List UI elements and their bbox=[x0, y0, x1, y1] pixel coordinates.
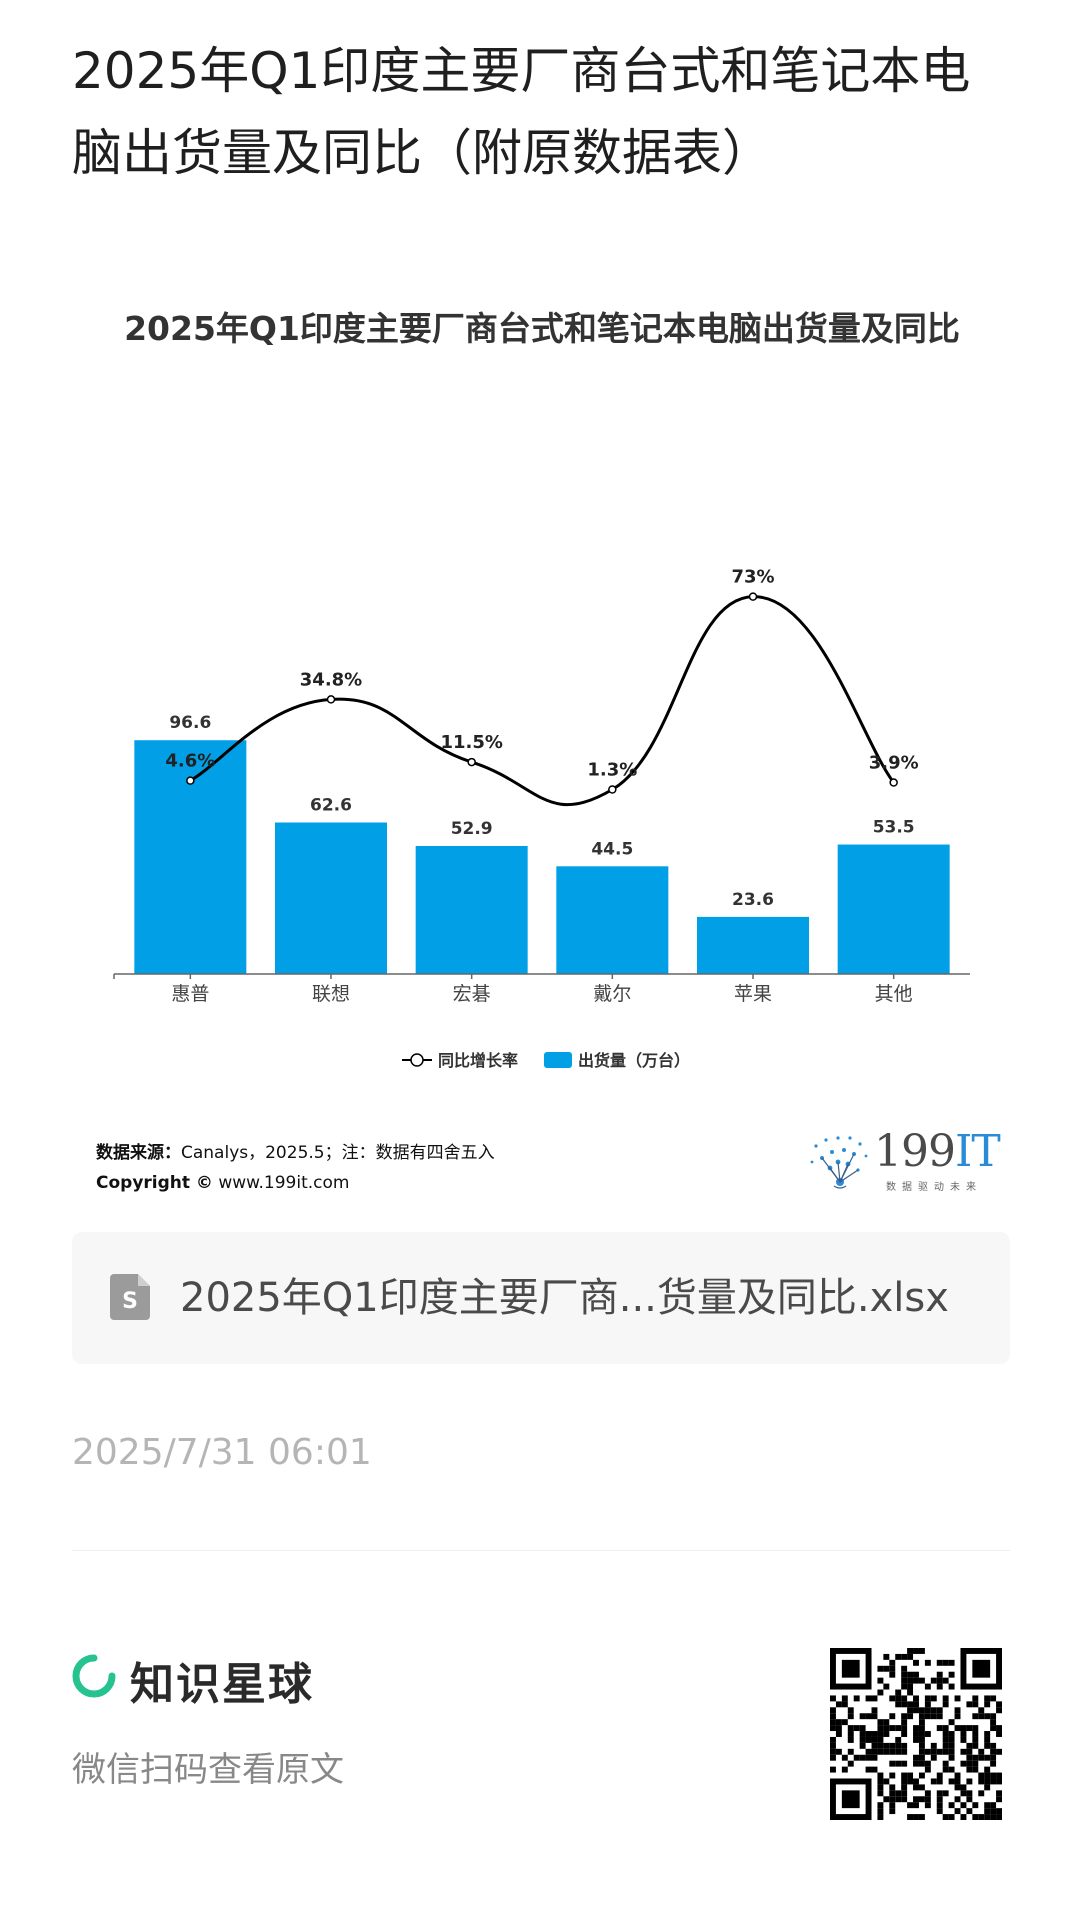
growth-point bbox=[467, 757, 476, 767]
bar-value-label: 62.6 bbox=[310, 796, 352, 816]
legend: 同比增长率 出货量（万台） bbox=[402, 1051, 690, 1070]
publish-timestamp: 2025/7/31 06:01 bbox=[72, 1432, 372, 1473]
copyright-line: Copyright © www.199it.com bbox=[96, 1168, 495, 1198]
attachment-card[interactable]: S 2025年Q1印度主要厂商...货量及同比.xlsx bbox=[72, 1232, 1010, 1364]
source-block: 数据来源：Canalys，2025.5；注：数据有四舍五入 Copyright … bbox=[96, 1138, 495, 1198]
x-tick-label: 其他 bbox=[875, 983, 913, 1005]
legend-bar-label: 出货量（万台） bbox=[578, 1051, 690, 1070]
bar-1 bbox=[275, 822, 387, 974]
growth-line bbox=[189, 595, 895, 807]
bar-4 bbox=[697, 916, 809, 974]
spreadsheet-file-icon: S bbox=[110, 1274, 150, 1320]
growth-point bbox=[608, 785, 617, 794]
growth-value-label: 4.6% bbox=[165, 751, 215, 772]
brand-tagline: 数据驱动未来 bbox=[886, 1182, 982, 1193]
brand-it: IT bbox=[954, 1126, 1001, 1177]
growth-value-label: 3.9% bbox=[869, 753, 919, 774]
chart-title: 2025年Q1印度主要厂商台式和笔记本电脑出货量及同比 bbox=[124, 309, 960, 348]
x-tick-label: 宏碁 bbox=[453, 983, 491, 1005]
bar-0 bbox=[134, 740, 247, 974]
scan-hint: 微信扫码查看原文 bbox=[72, 1750, 344, 1790]
growth-value-label: 11.5% bbox=[440, 732, 502, 753]
chart-card: 2025年Q1印度主要厂商台式和笔记本电脑出货量及同比 96.6 62.6 52.9… bbox=[72, 290, 1012, 1220]
bar-3 bbox=[556, 866, 669, 974]
bar-value-label: 52.9 bbox=[451, 819, 493, 839]
dandelion-logo-icon bbox=[810, 1136, 868, 1189]
page-title: 2025年Q1印度主要厂商台式和笔记本电脑出货量及同比（附原数据表） bbox=[72, 42, 971, 182]
svg-text:S: S bbox=[122, 1289, 138, 1314]
attachment-file-name: 2025年Q1印度主要厂商...货量及同比.xlsx bbox=[180, 1275, 949, 1321]
growth-value-label: 1.3% bbox=[587, 760, 637, 781]
brand-name: 199IT bbox=[874, 1126, 1001, 1177]
copyright-text: www.199it.com bbox=[212, 1173, 350, 1193]
bar-value-label: 23.6 bbox=[732, 890, 774, 910]
growth-value-label: 73% bbox=[731, 567, 774, 588]
bar-2 bbox=[415, 845, 528, 974]
divider bbox=[72, 1550, 1010, 1551]
legend-line-marker bbox=[410, 1053, 424, 1067]
growth-point bbox=[748, 592, 758, 601]
source-line: 数据来源：Canalys，2025.5；注：数据有四舍五入 bbox=[96, 1138, 495, 1168]
line-layer: 4.6% 34.8% 11.5% 1.3% 73% 3.9% bbox=[165, 567, 919, 807]
brand-num: 199 bbox=[874, 1126, 956, 1177]
x-tick-label: 惠普 bbox=[171, 983, 209, 1005]
bar-5 bbox=[837, 844, 950, 974]
growth-value-label: 34.8% bbox=[300, 669, 362, 690]
source-label: 数据来源： bbox=[96, 1143, 181, 1163]
bars-layer: 96.6 62.6 52.9 44.5 23.6 53.5 bbox=[134, 713, 950, 974]
legend-line-label: 同比增长率 bbox=[438, 1051, 518, 1070]
chart-svg: 2025年Q1印度主要厂商台式和笔记本电脑出货量及同比 96.6 62.6 52.9… bbox=[113, 309, 970, 1070]
growth-point bbox=[326, 695, 336, 704]
growth-point bbox=[889, 778, 898, 787]
source-text: Canalys，2025.5；注：数据有四舍五入 bbox=[181, 1143, 495, 1163]
copyright-label: Copyright © bbox=[96, 1173, 213, 1193]
qr-code-icon[interactable] bbox=[830, 1648, 1002, 1820]
zsxq-app-name: 知识星球 bbox=[130, 1659, 314, 1710]
bar-value-label: 44.5 bbox=[591, 839, 633, 859]
bar-value-label: 96.6 bbox=[169, 713, 211, 733]
x-tick-label: 联想 bbox=[312, 983, 350, 1005]
zsxq-ring-icon bbox=[72, 1654, 116, 1698]
x-tick-label: 戴尔 bbox=[593, 983, 631, 1005]
brand-199it-logo: 199IT 数据驱动未来 bbox=[808, 1126, 1008, 1198]
x-axis: 惠普 联想 宏碁 戴尔 苹果 其他 bbox=[113, 973, 970, 1005]
bar-value-label: 53.5 bbox=[873, 818, 915, 838]
x-tick-label: 苹果 bbox=[734, 983, 772, 1005]
growth-point bbox=[186, 776, 195, 785]
legend-bar-swatch bbox=[544, 1052, 572, 1068]
